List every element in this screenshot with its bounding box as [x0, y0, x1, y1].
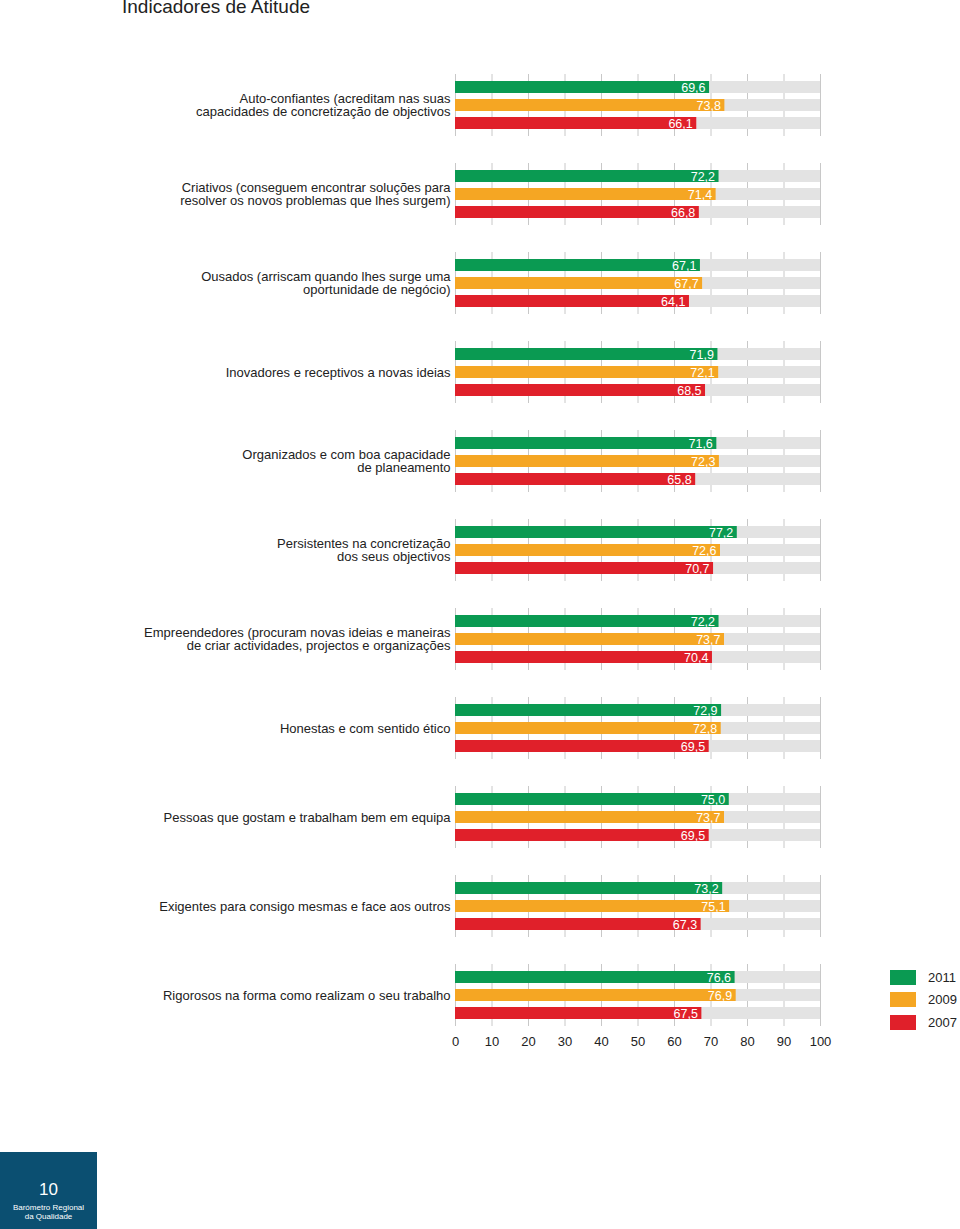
svg-text:0: 0 [452, 1034, 459, 1049]
svg-text:72,6: 72,6 [692, 544, 716, 558]
svg-text:75,1: 75,1 [701, 900, 725, 914]
svg-text:10: 10 [485, 1034, 499, 1049]
svg-text:77,2: 77,2 [709, 526, 733, 540]
html-text:2009: 2009 [928, 992, 957, 1008]
svg-text:72,9: 72,9 [693, 704, 717, 718]
svg-text:Organizados e com boa capacida: Organizados e com boa capacidadede plane… [242, 447, 450, 475]
svg-text:66,1: 66,1 [668, 117, 692, 131]
svg-text:69,5: 69,5 [681, 829, 705, 843]
svg-text:76,6: 76,6 [707, 971, 731, 985]
svg-text:69,6: 69,6 [681, 81, 705, 95]
svg-text:76,9: 76,9 [708, 989, 732, 1003]
svg-text:64,1: 64,1 [661, 295, 685, 309]
svg-text:72,2: 72,2 [691, 615, 715, 629]
svg-text:Criativos (conseguem encontrar: Criativos (conseguem encontrar soluções … [180, 180, 451, 208]
svg-text:Empreendedores (procuram novas: Empreendedores (procuram novas ideias e … [144, 625, 451, 653]
svg-text:Pessoas que gostam e trabalham: Pessoas que gostam e trabalham bem em eq… [164, 810, 452, 825]
svg-text:67,1: 67,1 [672, 259, 696, 273]
svg-text:Rigorosos na forma como realiz: Rigorosos na forma como realizam o seu t… [163, 988, 451, 1003]
svg-text:72,1: 72,1 [690, 366, 714, 380]
html-text:10: 10 [39, 1180, 58, 1199]
svg-text:68,5: 68,5 [677, 384, 701, 398]
svg-text:71,4: 71,4 [688, 188, 712, 202]
svg-text:67,5: 67,5 [674, 1007, 698, 1021]
svg-text:80: 80 [740, 1034, 754, 1049]
svg-text:50: 50 [631, 1034, 645, 1049]
svg-text:Honestas e com sentido ético: Honestas e com sentido ético [280, 721, 451, 736]
svg-text:69,5: 69,5 [681, 740, 705, 754]
svg-text:75,0: 75,0 [701, 793, 725, 807]
svg-text:66,8: 66,8 [671, 206, 695, 220]
svg-text:30: 30 [558, 1034, 572, 1049]
svg-text:100: 100 [810, 1034, 832, 1049]
svg-text:73,7: 73,7 [696, 811, 720, 825]
svg-text:67,3: 67,3 [673, 918, 697, 932]
svg-text:73,7: 73,7 [696, 633, 720, 647]
svg-text:72,2: 72,2 [691, 170, 715, 184]
svg-text:Exigentes para consigo mesmas: Exigentes para consigo mesmas e face aos… [159, 899, 451, 914]
svg-text:60: 60 [667, 1034, 681, 1049]
svg-text:90: 90 [777, 1034, 791, 1049]
svg-text:40: 40 [594, 1034, 608, 1049]
svg-text:72,3: 72,3 [691, 455, 715, 469]
svg-text:72,8: 72,8 [693, 722, 717, 736]
svg-text:70,4: 70,4 [684, 651, 708, 665]
svg-text:71,9: 71,9 [690, 348, 714, 362]
html-text:Barómetro Regional da Qualidad: Barómetro Regional da Qualidade [12, 1203, 85, 1221]
svg-text:70,7: 70,7 [685, 562, 709, 576]
svg-text:73,8: 73,8 [697, 99, 721, 113]
svg-text:70: 70 [704, 1034, 718, 1049]
svg-text:Ousados (arriscam quando lhes: Ousados (arriscam quando lhes surge umao… [201, 269, 451, 297]
svg-text:20: 20 [521, 1034, 535, 1049]
svg-text:73,2: 73,2 [694, 882, 718, 896]
svg-text:Auto-confiantes (acreditam nas: Auto-confiantes (acreditam nas suascapac… [196, 91, 451, 119]
svg-text:67,7: 67,7 [674, 277, 698, 291]
svg-text:71,6: 71,6 [688, 437, 712, 451]
html-text:2011: 2011 [928, 969, 956, 985]
svg-text:Persistentes na concretizaçãod: Persistentes na concretizaçãodos seus ob… [277, 536, 451, 564]
svg-text:65,8: 65,8 [667, 473, 691, 487]
html-text:2007: 2007 [928, 1014, 957, 1030]
svg-text:Inovadores e receptivos a nova: Inovadores e receptivos a novas ideias [226, 365, 451, 380]
